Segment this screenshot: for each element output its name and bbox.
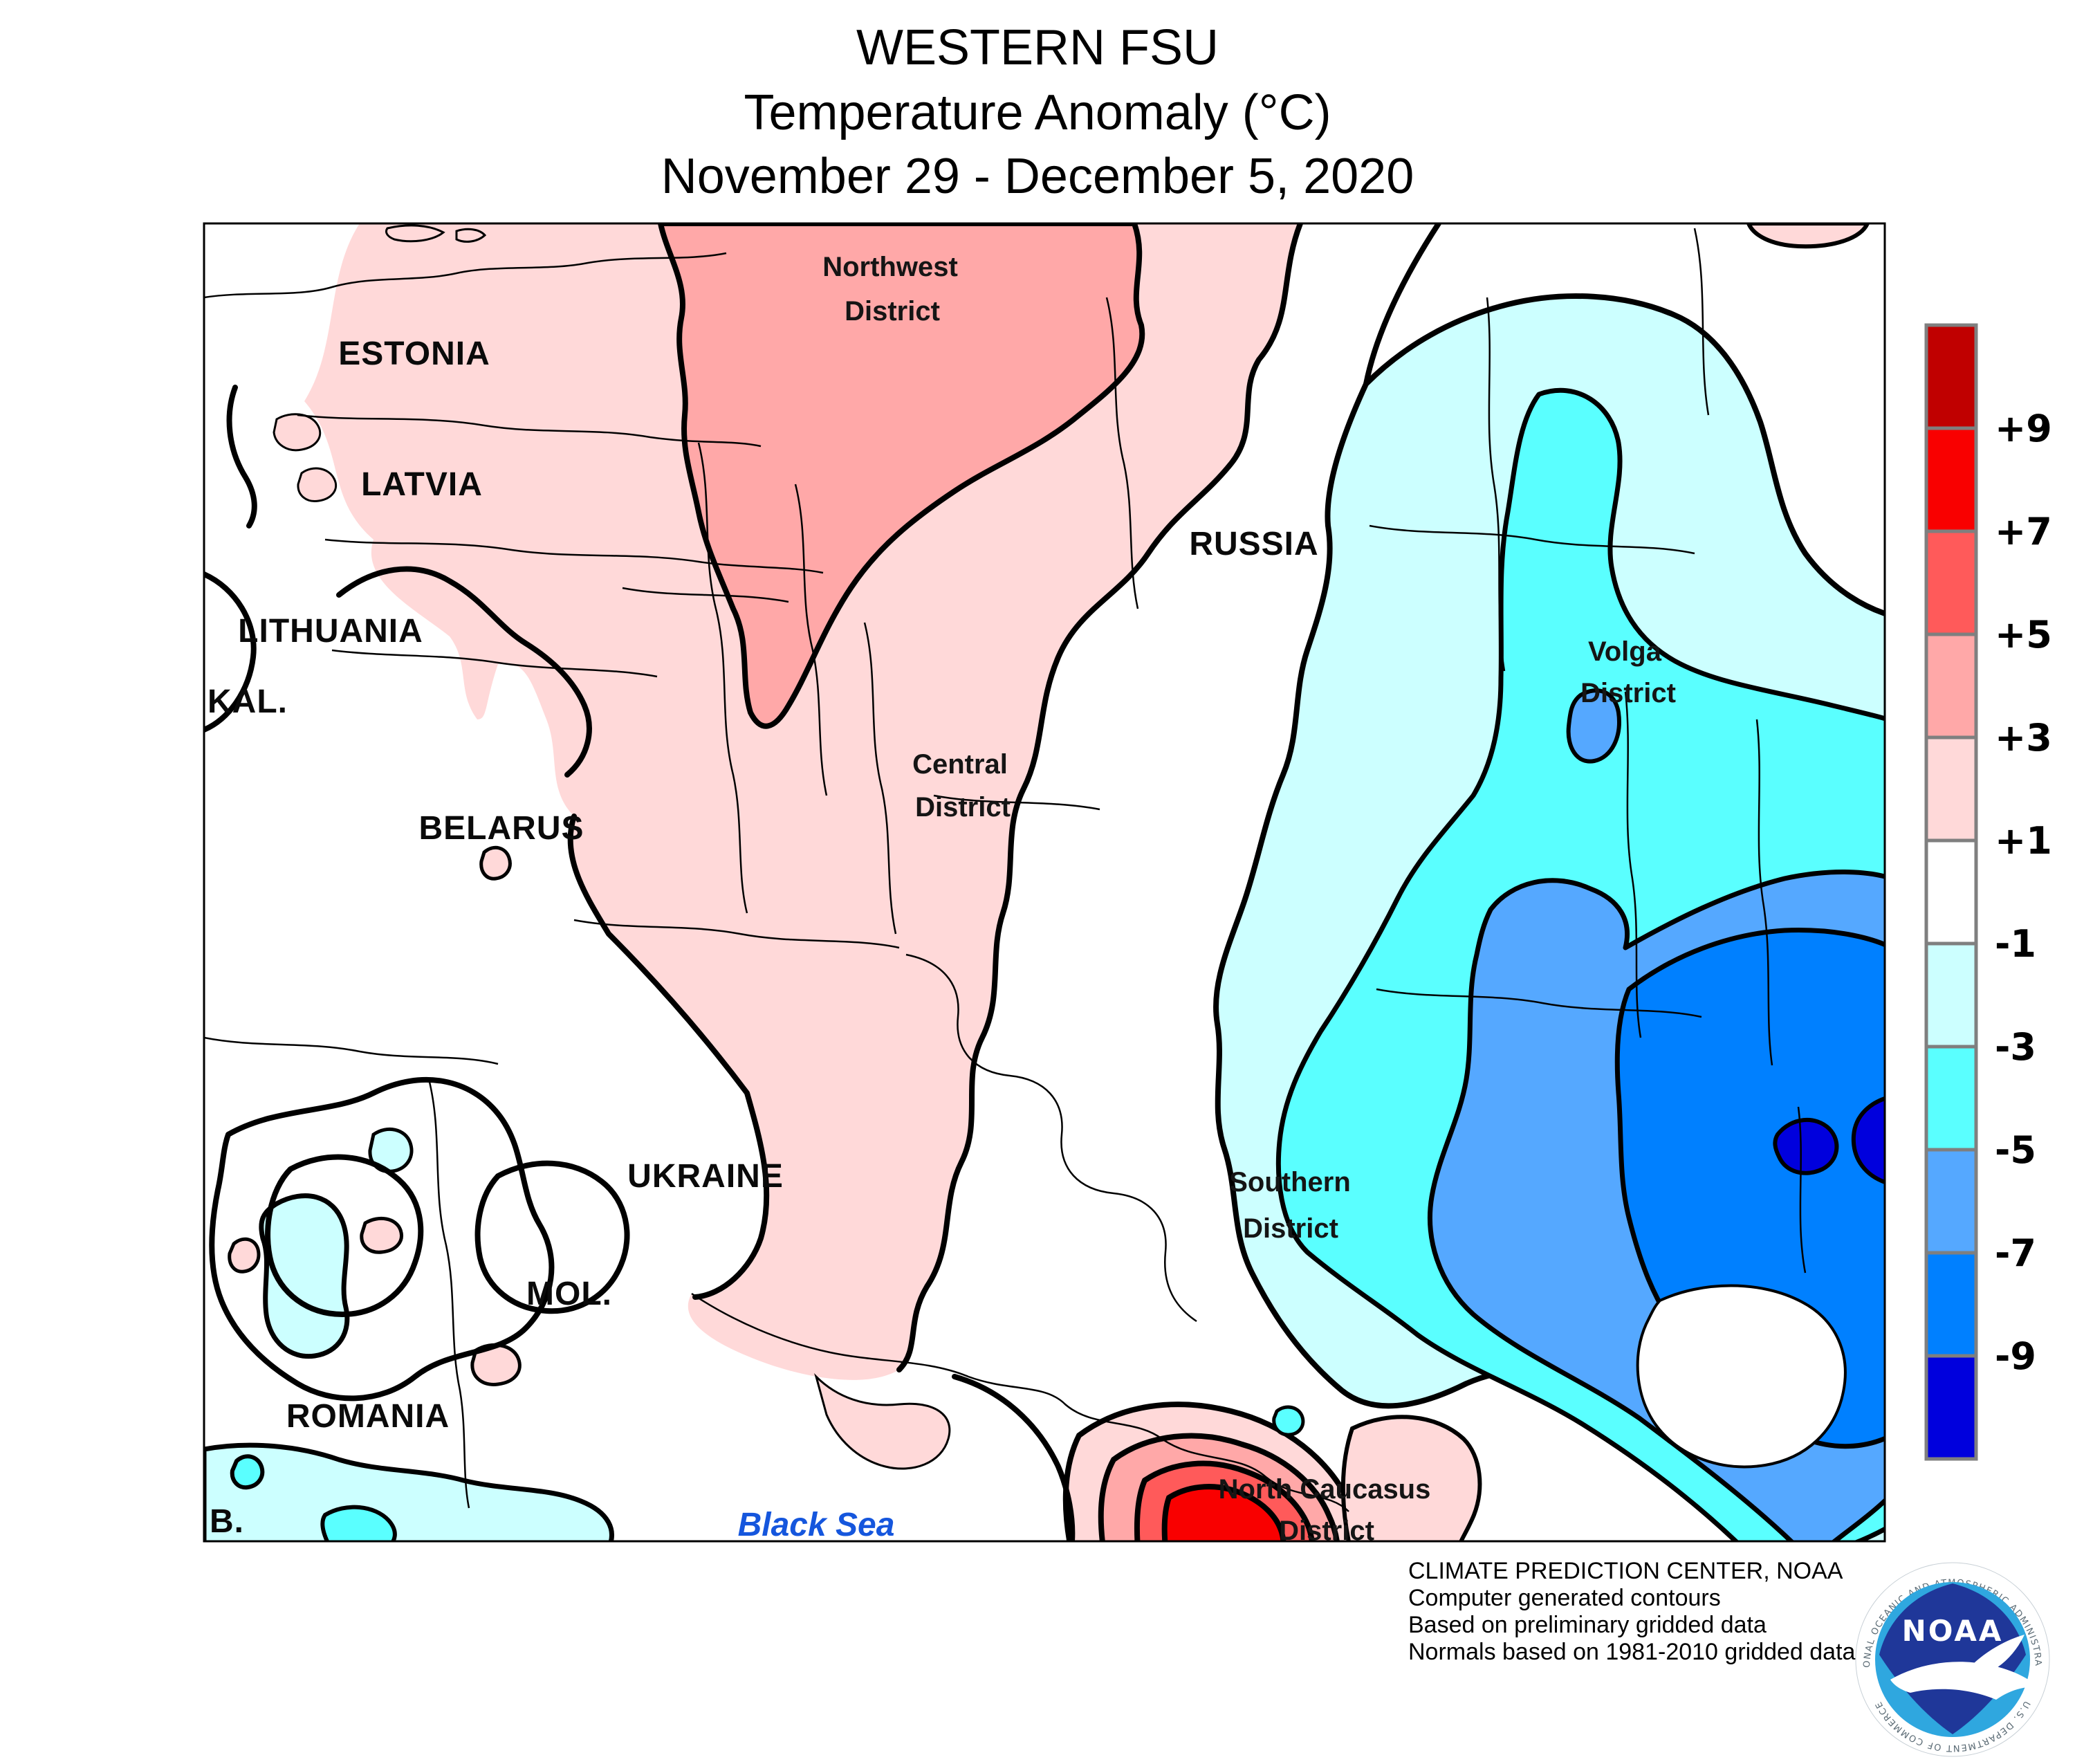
legend-swatch-above-plus9 [1924,323,1978,430]
label-estonia: ESTONIA [338,336,490,372]
region-volga-blue-blob [1566,688,1621,764]
label-northwest-district-2: District [845,296,940,327]
label-north-caucasus-district-1: North Caucasus [1219,1474,1431,1505]
region-sw-pink-blob-1 [228,1237,261,1274]
region-sw-pink-blob-2 [360,1216,403,1254]
region-caucasus-pink-patch [1340,1415,1482,1541]
page-title: WESTERN FSU [856,20,1219,75]
legend-colorbar: +9 +7 +5 +3 +1 -1 -3 -5 -7 -9 [1924,323,2052,1461]
label-black-sea: Black Sea [738,1507,895,1543]
region-belarus-pink-blob [479,845,512,881]
label-southern-district-1: Southern [1229,1167,1351,1197]
contour-plus1-west [567,814,770,1300]
island-saaremaa [273,413,322,452]
contour-romania-outer-loop [209,1077,555,1402]
label-moldova: MOL. [526,1276,612,1312]
label-north-caucasus-district-2: District [1279,1516,1374,1546]
legend-swatch-minus7-minus5 [1924,1148,1978,1255]
region-sw-cyan-blob-1 [230,1454,265,1490]
legend-tick-plus5: +5 [1995,613,2052,656]
noaa-logo-wordmark: NOAA [1902,1614,2004,1648]
legend-tick-minus9: -9 [1995,1334,2036,1378]
legend-swatch-minus9-minus7 [1924,1251,1978,1358]
contour-baltic-sea [226,385,257,529]
label-southern-district-2: District [1243,1213,1338,1244]
region-topright-pink-patch [1746,223,1870,249]
credit-line-contours: Computer generated contours [1408,1585,1721,1611]
title-date-range: November 29 - December 5, 2020 [661,149,1414,204]
legend-tick-plus9: +9 [1995,407,2052,450]
legend-swatch-plus3-plus5 [1924,632,1978,739]
map-border [203,222,1886,1543]
contour-lithuania-sweep [336,566,592,778]
label-lithuania: LITHUANIA [238,613,423,650]
island-gulf-2 [455,228,487,243]
label-romania: ROMANIA [286,1398,450,1435]
credit-line-data: Based on preliminary gridded data [1408,1612,1767,1638]
noaa-seagull-wing [1973,1635,2025,1670]
credit-line-normals: Normals based on 1981-2010 gridded data [1408,1639,1856,1665]
label-central-district-1: Central [912,749,1008,780]
legend-swatch-minus5-minus3 [1924,1045,1978,1152]
label-volga-district-1: Volga [1588,636,1662,667]
label-russia: RUSSIA [1189,526,1318,562]
label-bulgaria: B. [210,1503,244,1540]
island-hiiumaa [297,467,338,502]
credit-line-source: CLIMATE PREDICTION CENTER, NOAA [1408,1558,1843,1584]
region-anomaly-below-minus9-edge [1851,1096,1885,1185]
label-northwest-district-1: Northwest [822,252,958,282]
legend-swatch-plus1-plus3 [1924,735,1978,843]
contour-moldova-loop [474,1160,630,1314]
label-volga-district-2: District [1580,678,1676,708]
label-kaliningrad: KAL. [208,683,288,720]
contour-romania-inner-loop [265,1154,424,1317]
contour-kal-loop [204,571,257,733]
legend-swatch-minus1-plus1 [1924,838,1978,946]
legend-tick-minus5: -5 [1995,1128,2036,1172]
contour-minus1-to-top [1363,223,1441,387]
map-region-group: ESTONIA LATVIA LITHUANIA KAL. BELARUS UK… [204,223,1885,1546]
contour-coast-corridor [952,1374,1076,1541]
region-sw-lightcyan-2 [204,1442,614,1541]
legend-swatch-minus3-minus1 [1924,941,1978,1049]
political-borders [204,228,1807,1512]
noaa-seagull-body [1890,1662,2038,1700]
legend-tick-minus1: -1 [1995,922,2036,966]
legend-swatch-below-minus9 [1924,1354,1978,1461]
island-gulf-1 [385,224,445,243]
region-sw-lightcyan-1 [259,1193,350,1359]
contour-plus1-east [896,223,1303,1372]
legend-swatch-plus5-plus7 [1924,529,1978,636]
region-anomaly-below-minus9 [1773,1117,1839,1175]
legend-tick-plus7: +7 [1995,510,2052,553]
thick-contour-lines [204,223,1441,1541]
region-anomaly-plus1-plus3 [304,223,1300,1380]
region-crimea [814,1372,951,1470]
title-subtitle: Temperature Anomaly (°C) [744,85,1331,140]
label-ukraine: UKRAINE [627,1158,784,1195]
label-belarus: BELARUS [418,810,584,847]
bullseye-core-plus7 [1161,1484,1286,1541]
legend-tick-minus3: -3 [1995,1025,2036,1069]
legend-tick-minus7: -7 [1995,1231,2036,1275]
region-coast-cyan-dot [1272,1405,1305,1437]
label-latvia: LATVIA [361,466,483,503]
legend-tick-plus3: +3 [1995,716,2052,760]
label-central-district-2: District [915,792,1011,823]
region-caspian-white-patch [1636,1284,1847,1469]
legend-tick-plus1: +1 [1995,819,2052,863]
legend-swatch-plus7-plus9 [1924,426,1978,533]
region-sw-cyan-blob-2 [320,1505,397,1541]
credits-block: CLIMATE PREDICTION CENTER, NOAA Computer… [1408,1558,1855,1666]
